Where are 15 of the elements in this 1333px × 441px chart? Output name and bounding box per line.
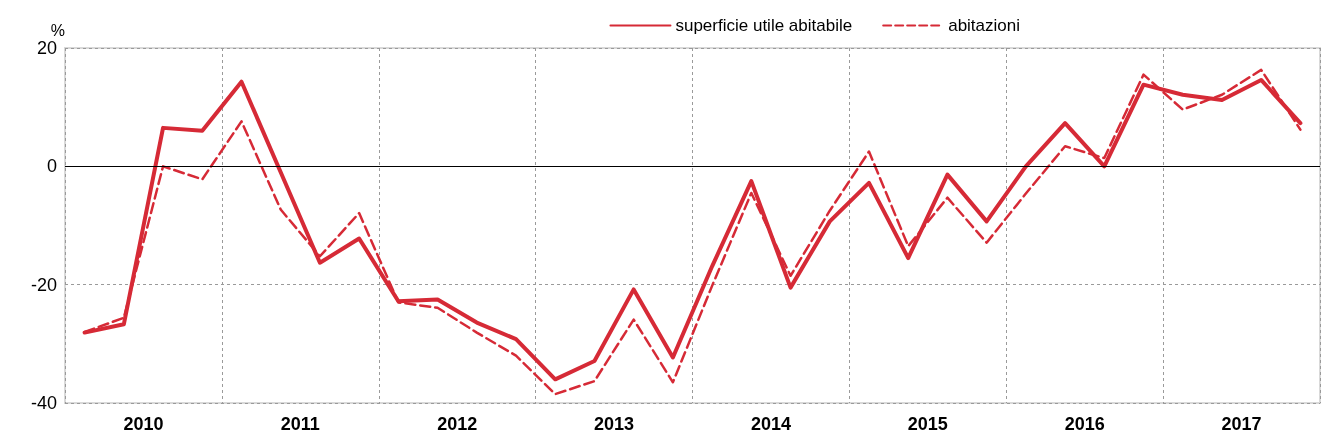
x-tick-label: 2014 <box>750 414 791 434</box>
legend-label: abitazioni <box>948 16 1020 35</box>
x-tick-label: 2013 <box>594 414 635 434</box>
x-tick-label: 2016 <box>1064 414 1105 434</box>
y-tick-label: -40 <box>30 393 57 413</box>
y-tick-label: 0 <box>46 156 57 177</box>
x-tick-label: 2015 <box>907 414 948 434</box>
x-tick-label: 2010 <box>123 414 164 434</box>
y-axis-title: % <box>50 21 65 39</box>
y-tick-label: 20 <box>36 38 57 58</box>
x-tick-label: 2012 <box>437 414 478 434</box>
x-tick-label: 2017 <box>1221 414 1262 434</box>
y-tick-label: -20 <box>30 274 57 295</box>
legend-label: superficie utile abitabile <box>675 16 853 35</box>
x-tick-label: 2011 <box>280 414 320 434</box>
